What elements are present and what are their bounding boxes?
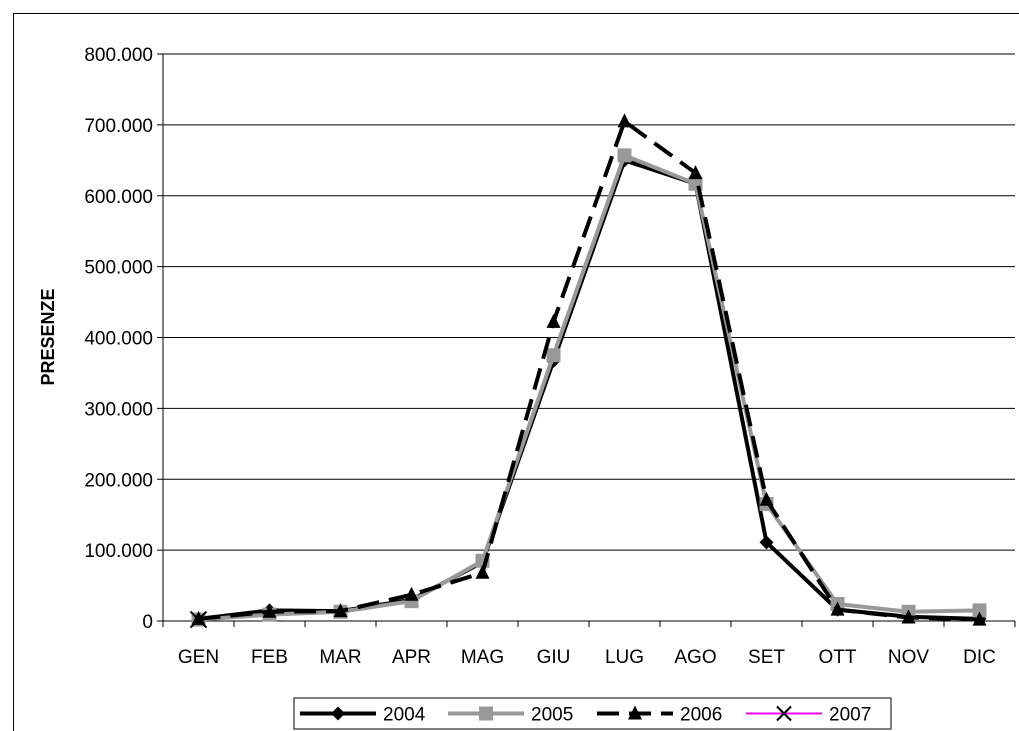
legend-item-2007: 2007 [746,705,871,726]
data-point [546,348,561,363]
x-axis: GEN FEB MAR APR MAG GIU LUG AGO SET OTT NOV DIC [162,621,1016,668]
y-tick-label: 200.000 [84,470,153,491]
x-tick-label: LUG [605,647,644,668]
legend-marker [331,706,345,721]
x-tick-label: FEB [251,647,288,668]
legend-item-2005: 2005 [448,705,573,726]
y-tick-label: 400.000 [84,329,153,350]
y-tick-label: 700.000 [84,116,153,137]
data-point [830,601,845,616]
data-point [333,603,348,618]
series-line [198,119,980,622]
data-point [262,603,277,618]
data-point [759,535,774,550]
data-point [901,609,916,624]
x-tick-label: AGO [674,647,716,668]
data-point [759,491,774,506]
y-tick-label: 0 [142,612,153,633]
marker-stroke [189,610,208,629]
y-axis: 0 100.000 200.000 300.000 400.000 500.000 600.… [84,45,163,633]
legend-marker [479,706,493,721]
y-tick-label: 300.000 [84,399,153,420]
legend-item-2004: 2004 [300,705,426,726]
x-tick-label: GIU [537,647,571,668]
legend-marker [628,705,642,720]
x-tick-label: GEN [178,647,219,668]
y-tick-label: 500.000 [84,258,153,279]
legend-label: 2004 [383,705,426,726]
data-point [972,611,987,626]
data-point [191,610,206,625]
y-axis-title: PRESENZE [38,288,58,385]
legend-marker [776,705,792,722]
series-group [189,113,987,629]
series-2007 [189,610,208,629]
y-tick-label: 600.000 [84,187,153,208]
legend-label: 2006 [680,705,722,726]
legend-item-2006: 2006 [597,705,722,726]
legend-label: 2007 [829,705,871,726]
legend-label: 2005 [531,705,573,726]
data-point [404,586,419,601]
y-tick-label: 800.000 [84,45,153,66]
data-point [189,610,208,629]
data-point [475,564,490,579]
y-tick-label: 100.000 [84,541,153,562]
x-tick-label: NOV [888,647,930,668]
x-tick-label: DIC [963,647,996,668]
x-tick-label: MAG [461,647,504,668]
x-tick-label: APR [392,647,431,668]
legend: 2004 2005 2006 2007 [293,697,892,730]
marker-stroke [776,705,792,722]
data-point [972,603,987,618]
data-point [688,165,703,180]
data-point [617,148,632,163]
x-tick-label: OTT [819,647,857,668]
data-point [617,113,632,128]
chart-frame [13,13,1019,731]
x-tick-label: MAR [319,647,361,668]
series-2006 [191,113,987,626]
x-tick-label: SET [748,647,785,668]
gridlines [163,53,1015,551]
data-point [546,313,561,328]
